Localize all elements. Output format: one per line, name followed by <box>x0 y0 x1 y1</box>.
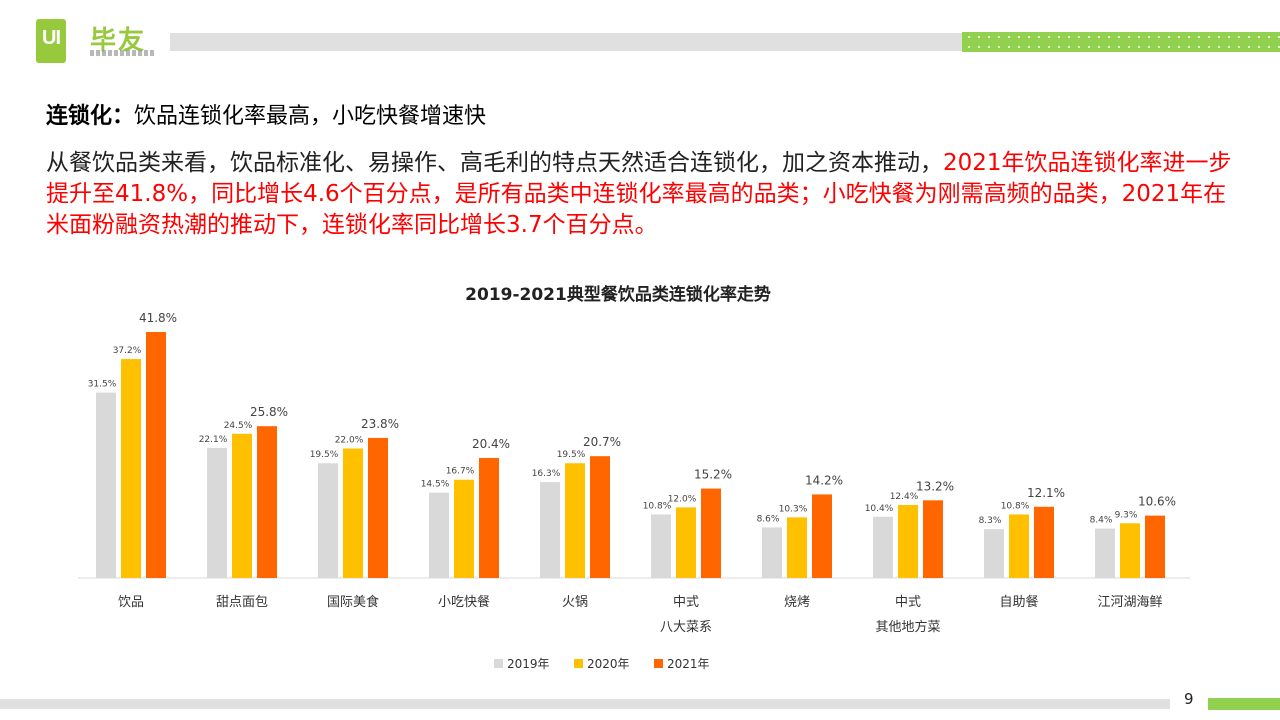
brand-logo-mark: UI <box>36 19 66 63</box>
bar-2020年-7 <box>898 505 918 578</box>
data-label: 24.5% <box>224 421 253 431</box>
legend-swatch <box>494 659 503 668</box>
header-divider-green <box>962 32 1280 52</box>
data-label: 10.3% <box>779 504 808 514</box>
category-label: 饮品 <box>118 595 144 610</box>
chart-container: 2019-2021典型餐饮品类连锁化率走势 31.5% 37.2% 41.8% 饮品 22… <box>0 270 1280 690</box>
bar-2019年-6 <box>762 527 782 578</box>
heading-bold: 连锁化： <box>46 104 135 129</box>
heading-rest: 饮品连锁化率最高，小吃快餐增速快 <box>134 104 487 129</box>
header-divider-grey <box>170 33 962 51</box>
category-label: 中式 <box>895 595 921 610</box>
bar-2021年-7 <box>923 500 943 578</box>
page-number: 9 <box>1184 690 1194 708</box>
category-label: 其他地方菜 <box>875 619 940 635</box>
bar-2019年-3 <box>429 492 449 578</box>
legend-label: 2019年 <box>507 657 550 671</box>
legend-swatch <box>654 659 663 668</box>
bar-2019年-8 <box>984 529 1004 578</box>
data-label: 9.3% <box>1115 510 1138 520</box>
bar-2021年-1 <box>257 426 277 578</box>
data-label: 14.5% <box>421 480 450 490</box>
bar-2019年-0 <box>96 392 116 578</box>
data-label: 12.4% <box>890 492 919 502</box>
data-label: 25.8% <box>250 405 288 419</box>
data-label: 14.2% <box>805 473 843 487</box>
category-label: 甜点面包 <box>216 594 268 610</box>
data-label: 19.5% <box>557 450 586 460</box>
bar-2021年-0 <box>146 332 166 578</box>
bar-2020年-8 <box>1009 514 1029 578</box>
data-label: 8.6% <box>757 514 780 524</box>
bar-2021年-9 <box>1145 515 1165 578</box>
bar-2021年-4 <box>590 456 610 578</box>
data-label: 10.8% <box>1001 501 1030 511</box>
data-label: 10.8% <box>643 501 672 511</box>
bar-2021年-5 <box>701 488 721 578</box>
category-label: 国际美食 <box>327 594 379 610</box>
bar-2019年-7 <box>873 516 893 578</box>
data-label: 12.1% <box>1027 486 1065 500</box>
data-label: 16.3% <box>532 469 561 479</box>
bar-2021年-2 <box>368 437 388 578</box>
bar-2020年-6 <box>787 517 807 578</box>
data-label: 8.3% <box>979 516 1002 526</box>
bar-2019年-9 <box>1095 528 1115 578</box>
bar-2019年-5 <box>651 514 671 578</box>
brand-tagline-graphic <box>90 50 156 56</box>
bar-2020年-3 <box>454 479 474 578</box>
slide-heading: 连锁化：饮品连锁化率最高，小吃快餐增速快 <box>46 98 486 130</box>
chart-svg: 2019-2021典型餐饮品类连锁化率走势 31.5% 37.2% 41.8% 饮品 22… <box>78 284 1190 671</box>
category-label: 火锅 <box>562 594 588 610</box>
footer-divider-grey <box>0 699 1170 709</box>
bar-2020年-2 <box>343 448 363 578</box>
data-label: 8.4% <box>1090 516 1113 526</box>
data-label: 12.0% <box>668 494 697 504</box>
bar-2020年-4 <box>565 463 585 578</box>
data-label: 10.4% <box>865 504 894 514</box>
bar-2021年-6 <box>812 494 832 578</box>
data-label: 22.0% <box>335 436 364 446</box>
bar-2020年-1 <box>232 433 252 578</box>
data-label: 31.5% <box>88 380 117 390</box>
data-label: 22.1% <box>199 435 228 445</box>
category-label: 烧烤 <box>784 595 810 610</box>
category-label: 江河湖海鲜 <box>1097 595 1162 610</box>
paragraph-highlight: 2021年饮品连锁化率进一步提升至41.8%，同比增长4.6个百分点，是所有品类… <box>46 150 1232 238</box>
data-label: 15.2% <box>694 468 732 482</box>
legend-label: 2020年 <box>587 657 630 671</box>
bar-2021年-8 <box>1034 506 1054 578</box>
logo-mark-text: UI <box>42 27 61 49</box>
data-label: 19.5% <box>310 450 339 460</box>
legend-swatch <box>574 659 583 668</box>
data-label: 10.6% <box>1138 495 1176 509</box>
data-label: 16.7% <box>446 467 475 477</box>
bar-2019年-4 <box>540 482 560 578</box>
bar-2020年-0 <box>121 359 141 578</box>
bar-2019年-1 <box>207 447 227 578</box>
paragraph-normal: 从餐饮品类来看，饮品标准化、易操作、高毛利的特点天然适合连锁化，加之资本推动， <box>46 150 943 176</box>
data-label: 20.4% <box>472 437 510 451</box>
chart-title: 2019-2021典型餐饮品类连锁化率走势 <box>465 284 771 305</box>
bar-2019年-2 <box>318 463 338 578</box>
data-label: 37.2% <box>113 346 142 356</box>
data-label: 23.8% <box>361 417 399 431</box>
data-label: 20.7% <box>583 435 621 449</box>
category-label: 八大菜系 <box>660 620 712 635</box>
data-label: 13.2% <box>916 479 954 493</box>
data-label: 41.8% <box>139 311 177 325</box>
body-paragraph: 从餐饮品类来看，饮品标准化、易操作、高毛利的特点天然适合连锁化，加之资本推动，2… <box>46 148 1236 241</box>
footer-divider-green <box>1208 698 1280 710</box>
category-label: 自助餐 <box>999 594 1038 610</box>
bar-2020年-5 <box>676 507 696 578</box>
bar-2021年-3 <box>479 457 499 578</box>
legend-label: 2021年 <box>667 657 710 671</box>
category-label: 小吃快餐 <box>438 594 490 610</box>
bar-2020年-9 <box>1120 523 1140 578</box>
category-label: 中式 <box>673 595 699 610</box>
